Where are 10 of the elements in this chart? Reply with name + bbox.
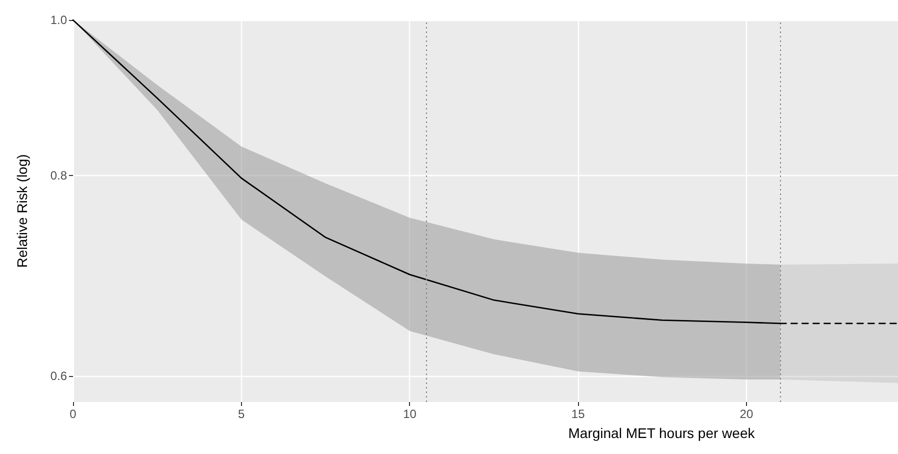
x-tick-label: 15 [571,407,586,421]
x-tick-label: 5 [238,407,246,421]
y-tick-label: 1.0 [50,13,68,27]
x-axis-title: Marginal MET hours per week [568,425,756,441]
x-tick-label: 20 [740,407,754,421]
y-axis-title: Relative Risk (log) [14,154,30,268]
y-tick-label: 0.6 [50,368,68,383]
x-tick-label: 0 [70,407,77,421]
y-tick-label: 0.8 [50,168,68,182]
x-tick-label: 10 [403,407,417,421]
